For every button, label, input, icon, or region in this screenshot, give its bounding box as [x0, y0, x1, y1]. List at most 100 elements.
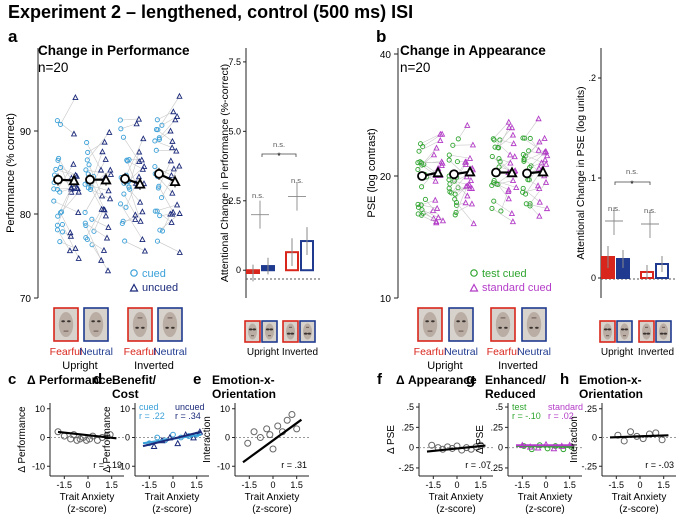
scatter-point [250, 428, 258, 436]
test-cued-point [415, 211, 421, 217]
pair-line [500, 191, 509, 212]
uncued-point [176, 162, 183, 169]
legend-label: test [512, 402, 527, 412]
face-eye [504, 326, 508, 329]
ytick-label: .2 [588, 73, 596, 83]
panel-title: Reduced [485, 387, 536, 401]
standard-cued-point [541, 156, 549, 163]
panel-f: f Δ Appearance .5 .25 0 -.25 -1.5 0 1.5 Trait Anx… [377, 371, 493, 515]
pair-line [62, 224, 79, 259]
pair-line [157, 240, 180, 253]
xtick-label: 1.5 [290, 480, 303, 490]
x-label: Trait Anxiety [145, 492, 200, 503]
ytick-label: 5.0 [228, 126, 241, 136]
standard-cued-point [470, 220, 477, 227]
pair-line [417, 204, 438, 209]
pair-line [120, 123, 137, 130]
cond-label-fearful: Fearful [124, 346, 157, 358]
annotation-ns: n.s. [608, 204, 620, 213]
pair-line [123, 193, 136, 215]
face-shape [58, 311, 74, 338]
pair-line [492, 156, 511, 173]
face-eye [307, 332, 312, 335]
annotation-star: * [277, 151, 281, 161]
pair-line [155, 204, 178, 212]
cued-point [82, 209, 88, 215]
pair-line [523, 151, 547, 162]
pair-line [57, 163, 74, 190]
cued-point [54, 118, 60, 124]
cued-point [152, 138, 158, 144]
uncued-point [173, 147, 180, 154]
legend-cued-label: cued [142, 268, 166, 280]
xtick-label: 1.5 [474, 480, 487, 490]
legend-uncued-label: uncued [142, 282, 178, 294]
uncued-point [167, 157, 175, 164]
legend-standard-cued-label: standard cued [482, 282, 552, 294]
standard-cued-point [535, 146, 542, 153]
test-cued-mean [491, 167, 501, 178]
group-label-inverted: Inverted [638, 347, 674, 358]
test-cued-point [415, 201, 421, 208]
test-cued-point [495, 144, 501, 151]
legend-test-cued-label: test cued [482, 268, 527, 280]
standard-cued-point [437, 137, 444, 143]
uncued-point [141, 247, 149, 254]
scatter-point [428, 441, 436, 449]
annotation-ns: n.s. [291, 176, 303, 185]
face-shape [162, 311, 178, 338]
test-cued-point [527, 203, 533, 209]
uncued-point [172, 116, 179, 123]
standard-cued-point [464, 121, 471, 128]
face-shape [248, 323, 257, 340]
ytick-label: 0 [125, 433, 130, 443]
face-eye [67, 320, 71, 323]
panel-title: Enhanced/ [485, 373, 546, 387]
cued-point [124, 158, 131, 164]
ytick-label: .25 [490, 422, 503, 432]
cued-point [82, 220, 88, 226]
uncued-point [136, 148, 143, 155]
pair-line [60, 167, 76, 176]
cued-point [57, 210, 63, 216]
pair-line [452, 144, 473, 146]
uncued-point [68, 184, 75, 190]
cued-mean [120, 173, 130, 184]
ytick-label: 10 [120, 404, 130, 414]
group-label-inverted: Inverted [134, 360, 174, 372]
test-cued-point [418, 141, 424, 147]
group-label-inverted: Inverted [282, 347, 318, 358]
standard-cued-point [543, 160, 550, 167]
cued-point [153, 147, 159, 153]
test-cued-point [419, 160, 425, 166]
xtick-label: -1.5 [609, 480, 625, 490]
standard-cued-mean [432, 166, 444, 178]
pair-line [157, 176, 173, 194]
fit-line [57, 430, 117, 440]
face-eye [91, 320, 95, 323]
uncued-point [168, 144, 176, 151]
test-cued-point [490, 136, 496, 142]
pair-line [162, 213, 171, 232]
cued-point [124, 157, 130, 163]
legend-uncued-marker [129, 283, 139, 292]
uncued-point [98, 205, 105, 212]
cued-point [87, 186, 93, 192]
standard-cued-point [544, 152, 551, 159]
ytick-label: .25 [584, 404, 597, 414]
test-cued-point [491, 137, 497, 143]
face-shape [422, 311, 438, 338]
uncued-point [73, 184, 80, 191]
pair-line [57, 188, 72, 226]
face-eye [97, 320, 101, 323]
standard-cued-point [433, 204, 441, 211]
ytick-label: 90 [20, 127, 32, 138]
xtick-label: 0 [170, 480, 175, 490]
panel-label: f [377, 371, 383, 388]
face-eye [431, 320, 435, 323]
cond-label-fearful: Fearful [414, 346, 447, 358]
uncued-point [167, 127, 174, 134]
test-cued-point [450, 142, 456, 148]
uncued-mean [134, 177, 146, 189]
face-eye [462, 320, 466, 323]
